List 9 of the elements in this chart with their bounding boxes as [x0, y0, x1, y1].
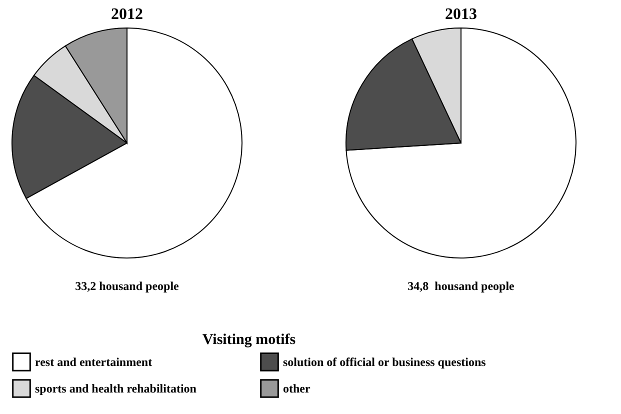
legend-label: sports and health rehabilitation	[35, 382, 197, 396]
text: 33,2 housand people	[75, 279, 180, 293]
slice-label: 2012	[111, 6, 143, 23]
legend-label: rest and entertainment	[35, 354, 152, 369]
legend-label: other	[283, 382, 311, 396]
legend-label: solution of official or business questions	[283, 354, 486, 369]
text: 34,8 housand people	[408, 279, 516, 293]
slice-label: 2013	[445, 6, 477, 23]
legend-title: Visiting motifs	[202, 332, 296, 348]
